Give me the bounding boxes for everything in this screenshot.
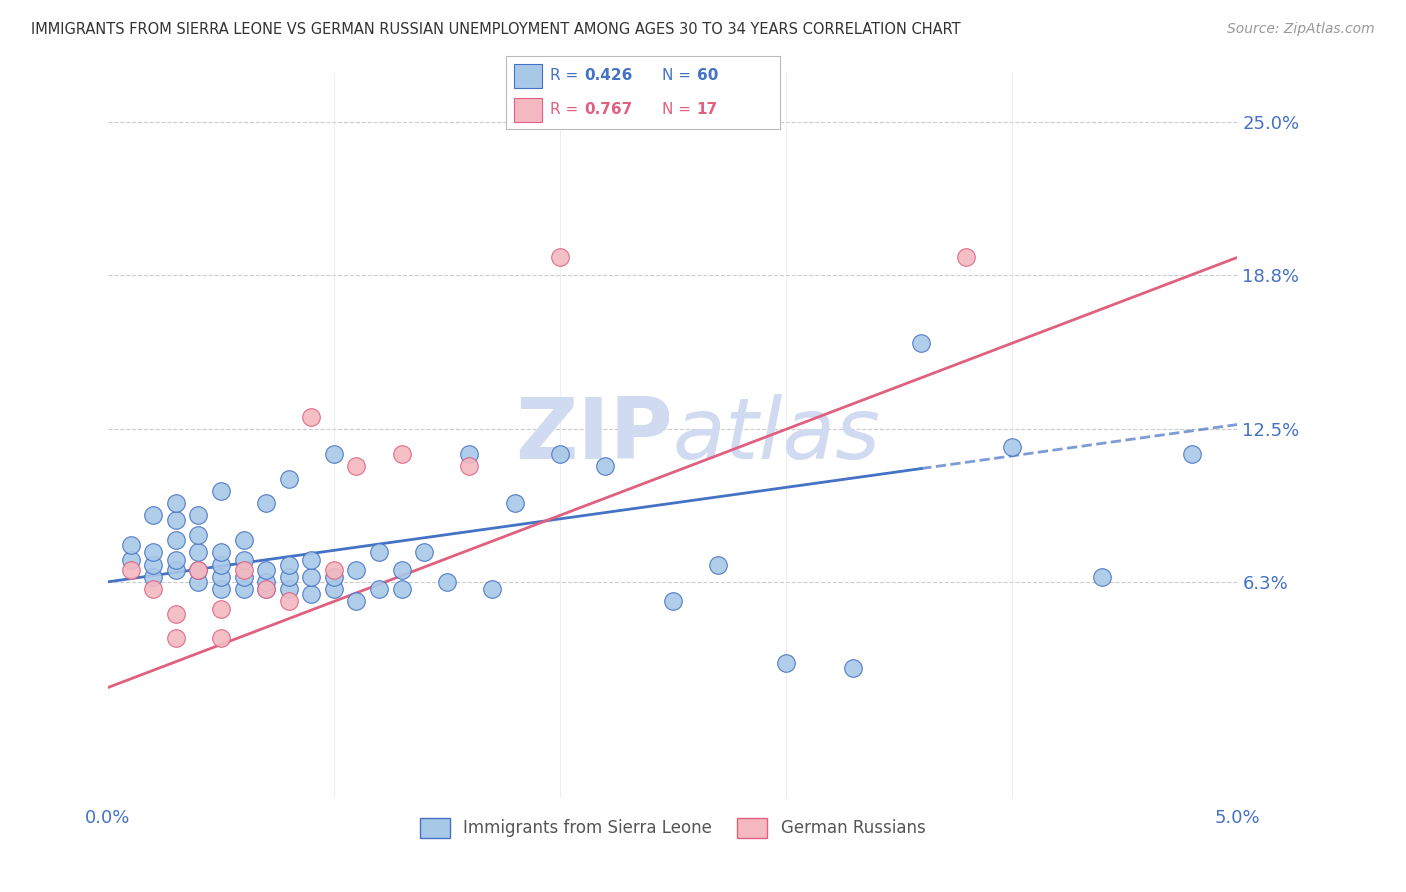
Point xyxy=(142,582,165,597)
Point xyxy=(955,251,977,265)
Point xyxy=(142,545,165,559)
Point xyxy=(142,508,165,523)
Point xyxy=(322,570,344,584)
Point xyxy=(458,459,481,474)
Point xyxy=(458,447,481,461)
Text: 0.767: 0.767 xyxy=(585,103,633,118)
Point xyxy=(391,447,413,461)
Point xyxy=(209,570,232,584)
Point xyxy=(299,552,322,566)
Point xyxy=(346,594,368,608)
Point xyxy=(254,582,277,597)
Text: 17: 17 xyxy=(697,103,718,118)
Point xyxy=(209,558,232,572)
Point xyxy=(165,632,187,646)
Point xyxy=(165,607,187,621)
Text: R =: R = xyxy=(550,103,583,118)
Point xyxy=(142,570,165,584)
Point xyxy=(322,582,344,597)
Point xyxy=(232,582,254,597)
Point xyxy=(299,587,322,601)
Point xyxy=(277,582,299,597)
Point xyxy=(1181,447,1204,461)
Point xyxy=(481,582,503,597)
Point xyxy=(120,562,142,576)
Point xyxy=(322,562,344,576)
Point xyxy=(232,562,254,576)
Point xyxy=(413,545,436,559)
Text: Source: ZipAtlas.com: Source: ZipAtlas.com xyxy=(1227,22,1375,37)
Point xyxy=(593,459,616,474)
Point xyxy=(165,496,187,510)
Text: R =: R = xyxy=(550,68,583,83)
Point xyxy=(187,562,209,576)
Point xyxy=(299,410,322,425)
Point xyxy=(187,508,209,523)
Point xyxy=(232,552,254,566)
Point xyxy=(209,602,232,616)
Point xyxy=(165,552,187,566)
Point xyxy=(775,656,797,670)
Point xyxy=(277,570,299,584)
Point xyxy=(1091,570,1114,584)
Point xyxy=(436,574,458,589)
Bar xyxy=(515,98,541,122)
Point xyxy=(254,582,277,597)
Point xyxy=(548,447,571,461)
Point xyxy=(165,533,187,547)
Point xyxy=(232,533,254,547)
Point xyxy=(548,251,571,265)
Point xyxy=(299,570,322,584)
Point xyxy=(277,472,299,486)
Point xyxy=(277,558,299,572)
Point xyxy=(346,562,368,576)
Point xyxy=(661,594,683,608)
Point xyxy=(209,483,232,498)
Point xyxy=(707,558,730,572)
Point xyxy=(503,496,526,510)
Point xyxy=(187,528,209,542)
Point xyxy=(142,558,165,572)
Point xyxy=(209,632,232,646)
Point xyxy=(254,574,277,589)
Point xyxy=(391,582,413,597)
Text: 60: 60 xyxy=(697,68,718,83)
Point xyxy=(165,562,187,576)
Point xyxy=(120,538,142,552)
Point xyxy=(346,459,368,474)
Point xyxy=(165,513,187,527)
Point xyxy=(187,562,209,576)
Point xyxy=(1000,440,1022,454)
Point xyxy=(368,582,391,597)
Point xyxy=(187,574,209,589)
Point xyxy=(322,447,344,461)
Point xyxy=(277,594,299,608)
Point xyxy=(187,545,209,559)
Text: N =: N = xyxy=(662,68,696,83)
Point xyxy=(910,336,932,351)
Point xyxy=(209,545,232,559)
Point xyxy=(254,496,277,510)
Point xyxy=(391,562,413,576)
Bar xyxy=(515,63,541,87)
Point xyxy=(254,562,277,576)
Point xyxy=(120,552,142,566)
Text: 0.426: 0.426 xyxy=(585,68,633,83)
Text: IMMIGRANTS FROM SIERRA LEONE VS GERMAN RUSSIAN UNEMPLOYMENT AMONG AGES 30 TO 34 : IMMIGRANTS FROM SIERRA LEONE VS GERMAN R… xyxy=(31,22,960,37)
Legend: Immigrants from Sierra Leone, German Russians: Immigrants from Sierra Leone, German Rus… xyxy=(413,812,932,844)
Point xyxy=(209,582,232,597)
Text: N =: N = xyxy=(662,103,696,118)
Text: ZIP: ZIP xyxy=(515,394,672,477)
Point xyxy=(368,545,391,559)
Text: atlas: atlas xyxy=(672,394,880,477)
Point xyxy=(842,661,865,675)
Point xyxy=(232,570,254,584)
